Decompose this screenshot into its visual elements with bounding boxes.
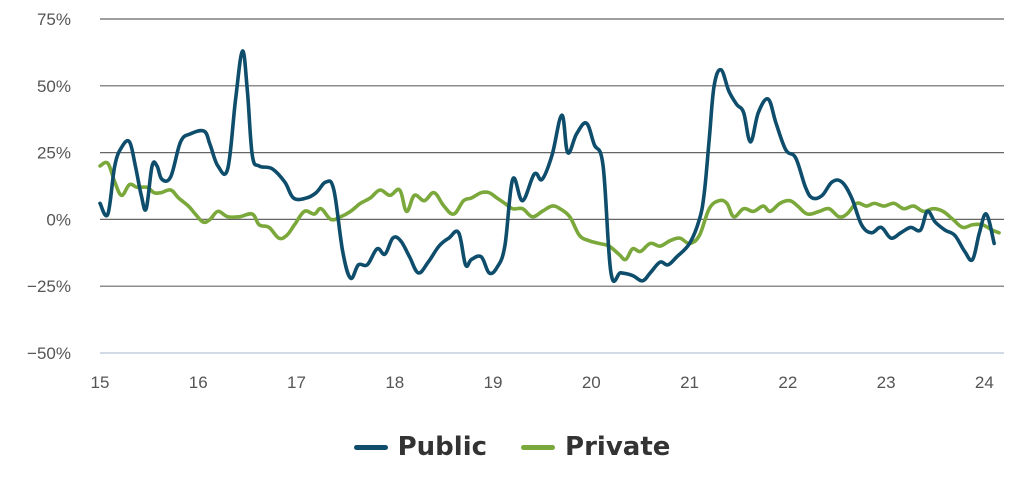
legend-swatch-public [353, 444, 388, 450]
legend-label-private: Private [565, 432, 671, 462]
x-tick-label: 19 [484, 373, 503, 392]
legend: Public Private [0, 432, 1024, 462]
legend-item-private: Private [521, 432, 670, 462]
series-line-public [98, 49, 996, 283]
y-tick-label: −25% [27, 277, 71, 296]
x-axis-ticks: 15 16 17 18 19 20 21 22 23 24 [91, 373, 994, 392]
y-tick-label: 0% [46, 210, 71, 229]
y-tick-label: 50% [37, 77, 71, 96]
y-tick-label: −50% [27, 344, 71, 363]
x-tick-label: 15 [91, 373, 110, 392]
x-tick-label: 22 [778, 373, 797, 392]
x-tick-label: 21 [680, 373, 699, 392]
x-tick-label: 17 [287, 373, 306, 392]
legend-label-public: Public [397, 432, 488, 462]
legend-item-public: Public [353, 432, 488, 462]
x-tick-label: 18 [385, 373, 404, 392]
x-tick-label: 23 [877, 373, 896, 392]
legend-swatch-private [521, 444, 556, 450]
y-tick-label: 25% [37, 144, 71, 163]
series-layer [98, 49, 1001, 283]
y-axis-ticks: −50% −25% 0% 25% 50% 75% [27, 10, 71, 363]
x-tick-label: 16 [189, 373, 208, 392]
x-tick-label: 24 [975, 373, 994, 392]
x-tick-label: 20 [582, 373, 601, 392]
grid-layer [100, 18, 1004, 354]
line-chart: −50% −25% 0% 25% 50% 75% 15 16 17 18 19 20 21 22 23 24 [27, 10, 1004, 392]
series-line-private [98, 160, 1001, 262]
y-tick-label: 75% [37, 10, 71, 29]
